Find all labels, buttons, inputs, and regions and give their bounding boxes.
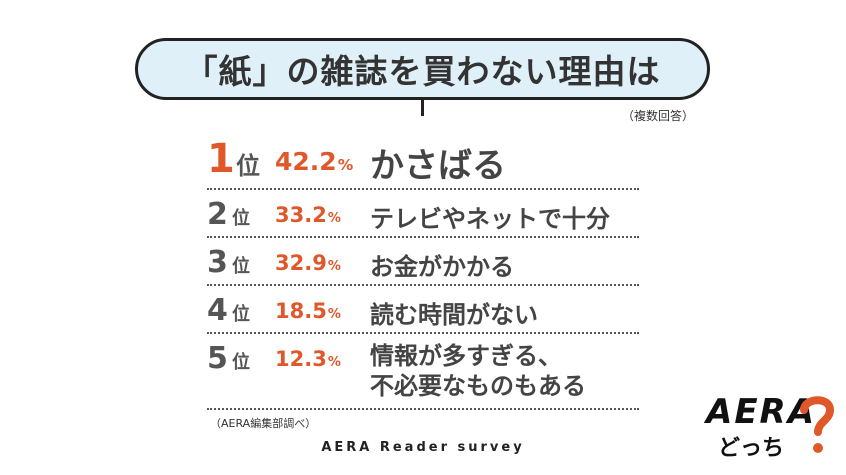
percent-unit: % bbox=[327, 211, 341, 226]
bubble-tail bbox=[421, 100, 424, 116]
percent-unit: % bbox=[327, 355, 341, 370]
percent-value: 12.3 bbox=[275, 347, 327, 371]
rank-number: 2 bbox=[207, 197, 228, 232]
multiple-answer-note: （複数回答） bbox=[621, 109, 694, 123]
aera-docchi-logo: AERA どっち bbox=[706, 392, 836, 468]
percent-unit: % bbox=[327, 307, 341, 322]
rank-reason: お金がかかる bbox=[370, 247, 514, 282]
rank-suffix: 位 bbox=[232, 208, 250, 229]
percent-value: 33.2 bbox=[275, 203, 327, 227]
rank-number: 5 bbox=[207, 341, 228, 376]
rank-suffix: 位 bbox=[232, 304, 250, 325]
rank-percent: 32.9% bbox=[275, 251, 341, 275]
question-mark-icon bbox=[800, 396, 835, 453]
rank-percent: 18.5% bbox=[275, 299, 341, 323]
reason-line: かさばる bbox=[370, 146, 506, 186]
logo-subtitle: どっち bbox=[718, 436, 785, 461]
rank-reason: 情報が多すぎる、 不必要なものもある bbox=[370, 341, 586, 401]
rank-row-5: 5 位 12.3% 情報が多すぎる、 不必要なものもある bbox=[207, 334, 639, 410]
rank-reason: かさばる bbox=[370, 138, 506, 187]
rank-reason: 読む時間がない bbox=[370, 295, 538, 330]
percent-unit: % bbox=[327, 259, 341, 274]
rank-percent: 33.2% bbox=[275, 203, 341, 227]
percent-value: 42.2 bbox=[275, 147, 337, 176]
rank-row-1: 1 位 42.2% かさばる bbox=[207, 132, 639, 190]
rank-row-3: 3 位 32.9% お金がかかる bbox=[207, 238, 639, 286]
reason-line: 読む時間がない bbox=[370, 301, 538, 329]
survey-label: AERA Reader survey bbox=[321, 440, 525, 455]
rank-row-2: 2 位 33.2% テレビやネットで十分 bbox=[207, 190, 639, 238]
reason-line: 情報が多すぎる、 bbox=[370, 342, 562, 370]
rank-number: 1 bbox=[207, 136, 235, 182]
reason-line: 不必要なものもある bbox=[370, 372, 586, 400]
rank-suffix: 位 bbox=[232, 256, 250, 277]
logo-wordmark: AERA bbox=[706, 392, 817, 432]
reason-line: テレビやネットで十分 bbox=[370, 205, 610, 233]
percent-value: 32.9 bbox=[275, 251, 327, 275]
rank-suffix: 位 bbox=[236, 152, 260, 180]
rank-percent: 12.3% bbox=[275, 347, 341, 371]
percent-unit: % bbox=[337, 156, 354, 174]
rank-row-4: 4 位 18.5% 読む時間がない bbox=[207, 286, 639, 334]
rank-percent: 42.2% bbox=[275, 147, 353, 176]
rank-number: 4 bbox=[207, 293, 228, 328]
rank-number: 3 bbox=[207, 245, 228, 280]
source-note: （AERA編集部調べ） bbox=[210, 417, 317, 430]
percent-value: 18.5 bbox=[275, 299, 327, 323]
title-bubble: 「紙」の雑誌を買わない理由は bbox=[135, 38, 710, 100]
rank-reason: テレビやネットで十分 bbox=[370, 199, 610, 234]
chart-title: 「紙」の雑誌を買わない理由は bbox=[184, 52, 661, 91]
rank-suffix: 位 bbox=[232, 352, 250, 373]
reason-line: お金がかかる bbox=[370, 253, 514, 281]
